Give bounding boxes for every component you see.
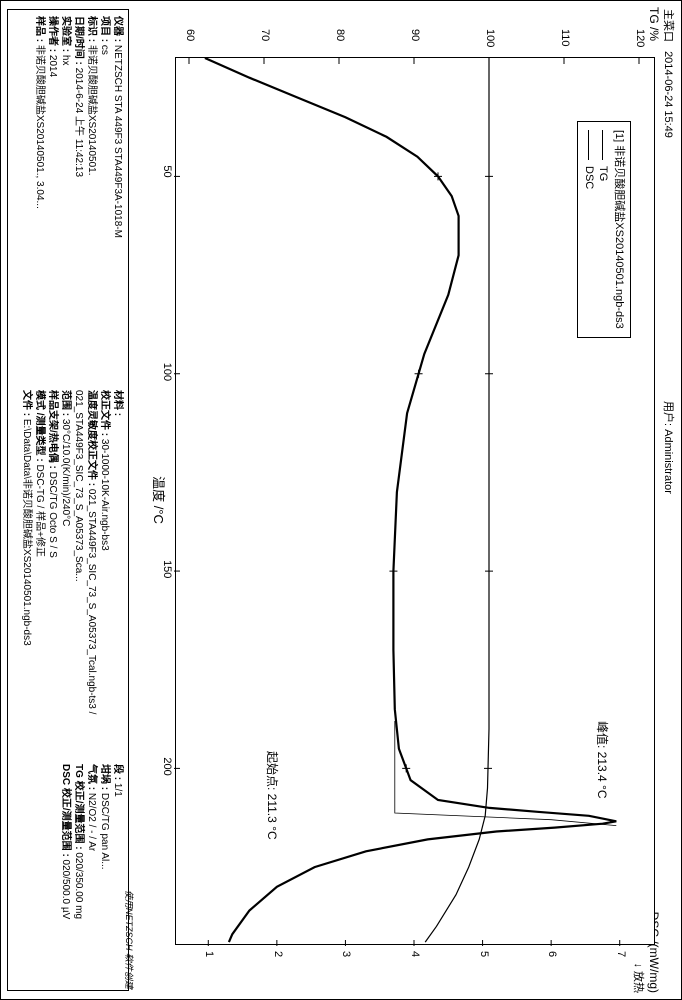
legend-row-tg: TG (596, 130, 610, 329)
y-left-tick: 70 (259, 29, 271, 51)
y-right-tick: 3 (340, 951, 352, 957)
y-right-tick: 7 (615, 951, 627, 957)
meta-row: 样品支架/热电偶 : DSC/TG Octo S / S (46, 390, 59, 756)
legend-title: [1] 非诺贝酸胆碱盐XS20140501.ngb-ds3 (612, 130, 626, 329)
meta-row: 仪器 : NETZSCH STA 449F3 STA449F3A-1018-M (111, 16, 124, 382)
meta-row: 标识 : 非诺贝酸胆碱盐XS20140501. (85, 16, 98, 382)
meta-row: 文件 : E:\Data\Data\非诺贝酸胆碱盐XS20140501.ngb-… (20, 390, 33, 756)
y-right-tick: 6 (546, 951, 558, 957)
meta-row: 模式 /测量类型 : DSC-TG / 样品+修正 (33, 390, 46, 756)
x-tick: 50 (161, 165, 173, 177)
meta-row: 材料 : (111, 390, 124, 756)
y-right-tick: 2 (272, 951, 284, 957)
legend-label: DSC (582, 166, 596, 189)
legend-label: TG (596, 166, 610, 181)
y-axis-left-label: TG /% (647, 7, 661, 41)
y-right-tick: 5 (478, 951, 490, 957)
legend-swatch (603, 130, 604, 160)
landscape-sheet: 主菜口 2014-06-24 15:49 用户: Administrator T… (0, 0, 682, 1000)
legend-swatch (589, 130, 590, 160)
meta-row: 校正文件 : 30-1000-10K-Air.ngb-bs3 (98, 390, 111, 756)
meta-row: TG 校正/测量范围 : 020/350.00 mg (72, 764, 85, 984)
page: 主菜口 2014-06-24 15:49 用户: Administrator T… (0, 0, 682, 1000)
header-date: 2014-06-24 15:49 (662, 51, 674, 138)
meta-row: DSC 校正/测量范围 : 020/500.0 µV (59, 764, 72, 984)
y-left-tick: 90 (409, 29, 421, 51)
y-left-tick: 120 (634, 29, 646, 51)
meta-col-mid: 材料 : 校正文件 : 30-1000-10K-Air.ngb-bs3温度灵敏度… (12, 390, 124, 756)
y-right-tick: 4 (409, 951, 421, 957)
x-axis-label: 温度 /°C (150, 476, 169, 524)
annotation-onset: 起始点: 211.3 °C (264, 751, 281, 840)
header-bar: 主菜口 2014-06-24 15:49 用户: Administrator (661, 9, 677, 494)
meta-col-left: 仪器 : NETZSCH STA 449F3 STA449F3A-1018-M项… (12, 16, 124, 382)
meta-row: 范围 : 30°C/10.0(K/min)/240°C (59, 390, 72, 756)
y-left-tick: 100 (484, 29, 496, 51)
x-tick: 100 (161, 363, 173, 381)
legend-row-dsc: DSC (582, 130, 596, 329)
meta-row: 坩埚 : DSC/TG pan Al... (98, 764, 111, 984)
meta-row: 操作者 : 2014 (46, 16, 59, 382)
y-left-tick: 80 (334, 29, 346, 51)
meta-row: 温度灵敏度校正文件 : 021_STA449F3_SIC_73_S_A05373… (72, 390, 98, 756)
meta-row: 样品 : 非诺贝酸胆碱盐XS20140501., 3.04... (33, 16, 46, 382)
y-left-tick: 60 (184, 29, 196, 51)
legend-box: [1] 非诺贝酸胆碱盐XS20140501.ngb-ds3 TG DSC (577, 121, 631, 338)
y-left-tick: 110 (559, 29, 571, 51)
x-tick: 200 (161, 757, 173, 775)
meta-row: 气氛 : N2/O2 / - / Ar (85, 764, 98, 984)
y-right-tick: 1 (203, 951, 215, 957)
meta-row: 实验室 : hx (59, 16, 72, 382)
meta-row: 项目 : cs (98, 16, 111, 382)
footer-credit: 使用NETZSCH 软件创建 (123, 890, 136, 989)
x-tick: 150 (161, 560, 173, 578)
meta-row: 日期/时间 : 2014-6-24 上午 11:42:13 (72, 16, 85, 382)
metadata-panel: 仪器 : NETZSCH STA 449F3 STA449F3A-1018-M项… (7, 9, 129, 991)
header-user: Administrator (662, 429, 674, 494)
header-main: 主菜口 (662, 9, 674, 42)
annotation-peak: 峰值: 213.4 °C (594, 721, 611, 799)
meta-col-right: 段 : 1/1坩埚 : DSC/TG pan Al...气氛 : N2/O2 /… (12, 764, 124, 984)
header-user-label: 用户: (662, 401, 674, 426)
